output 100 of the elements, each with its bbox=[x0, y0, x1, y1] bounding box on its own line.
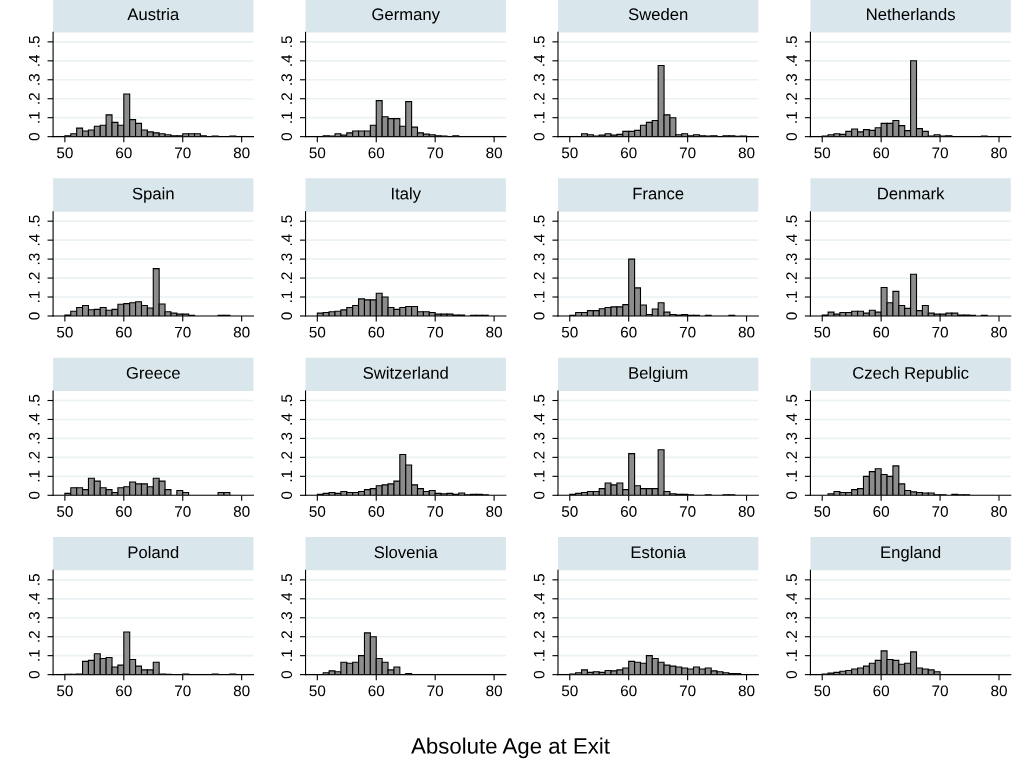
x-tick-label: 50 bbox=[56, 685, 73, 697]
y-tick-label: .4 bbox=[786, 54, 797, 66]
y-tick-label: .2 bbox=[533, 272, 545, 284]
chart-title: Belgium bbox=[629, 366, 688, 383]
y-tick-label: .4 bbox=[786, 413, 797, 425]
y-tick-label: .4 bbox=[281, 413, 292, 425]
x-tick-label: 80 bbox=[233, 326, 250, 338]
x-tick-label: 60 bbox=[620, 506, 637, 517]
y-tick-label: .3 bbox=[533, 432, 545, 444]
x-tick-label: 60 bbox=[873, 326, 890, 338]
text: Absolute Age at Exit bbox=[411, 737, 610, 759]
y-tick-label: .1 bbox=[28, 291, 40, 302]
x-tick-label: 70 bbox=[932, 506, 948, 517]
y-tick-label: .3 bbox=[533, 74, 545, 85]
y-tick-label: .5 bbox=[786, 36, 797, 47]
x-tick-label: 50 bbox=[561, 147, 578, 159]
x-tick-label: 60 bbox=[620, 326, 637, 338]
x-tick-label: 50 bbox=[309, 147, 326, 159]
x-tick-label: 60 bbox=[368, 147, 385, 159]
x-tick-label: 60 bbox=[116, 147, 132, 159]
y-tick-label: .5 bbox=[533, 574, 545, 585]
y-tick-label: .1 bbox=[786, 650, 797, 661]
y-tick-label: .3 bbox=[28, 612, 40, 623]
y-tick-label: 0 bbox=[28, 491, 40, 499]
y-tick-label: .2 bbox=[786, 93, 797, 104]
y-tick-label: 0 bbox=[28, 670, 40, 679]
y-tick-label: .3 bbox=[281, 74, 293, 85]
x-tick-label: 70 bbox=[175, 326, 191, 338]
y-tick-label: .2 bbox=[28, 93, 40, 104]
y-tick-label: .3 bbox=[28, 74, 40, 85]
y-tick-label: 0 bbox=[281, 670, 293, 679]
chart-title: France bbox=[633, 187, 684, 200]
y-tick-label: 0 bbox=[28, 132, 40, 141]
x-tick-label: 50 bbox=[561, 685, 578, 697]
chart-title: Netherlands bbox=[867, 7, 955, 21]
chart-title: England bbox=[881, 545, 941, 562]
y-tick-label: .4 bbox=[28, 234, 40, 246]
y-tick-label: .5 bbox=[786, 215, 797, 227]
x-tick-label: 60 bbox=[873, 147, 890, 159]
y-tick-label: .1 bbox=[281, 291, 292, 302]
x-tick-label: 60 bbox=[116, 326, 132, 338]
x-tick-label: 60 bbox=[368, 326, 385, 338]
y-tick-label: .4 bbox=[28, 413, 40, 425]
y-tick-label: .1 bbox=[786, 291, 797, 302]
x-tick-label: 70 bbox=[932, 685, 948, 697]
x-tick-label: 70 bbox=[175, 147, 191, 159]
chart-title: Greece bbox=[126, 367, 180, 379]
x-tick-label: 80 bbox=[486, 147, 503, 159]
y-tick-label: .2 bbox=[533, 631, 545, 642]
y-tick-label: .3 bbox=[786, 74, 797, 85]
x-tick-label: 70 bbox=[175, 506, 191, 517]
x-tick-label: 80 bbox=[486, 326, 503, 338]
y-tick-label: 0 bbox=[786, 132, 797, 141]
y-tick-label: .2 bbox=[786, 631, 797, 642]
x-tick-label: 50 bbox=[56, 506, 73, 517]
chart-title: Sweden bbox=[628, 7, 688, 21]
y-tick-label: .2 bbox=[281, 451, 292, 463]
y-tick-label: .4 bbox=[533, 592, 545, 604]
x-tick-label: 60 bbox=[873, 685, 890, 697]
y-tick-label: .5 bbox=[533, 36, 545, 47]
y-tick-label: .2 bbox=[281, 93, 292, 104]
x-tick-label: 80 bbox=[738, 326, 755, 338]
x-tick-label: 60 bbox=[368, 506, 385, 517]
x-tick-label: 50 bbox=[561, 506, 578, 517]
y-tick-label: .4 bbox=[533, 234, 545, 246]
y-tick-label: .3 bbox=[786, 253, 797, 265]
x-tick-label: 60 bbox=[620, 147, 637, 159]
y-tick-label: .1 bbox=[281, 112, 292, 123]
x-tick-label: 80 bbox=[486, 685, 503, 697]
chart-title: Denmark bbox=[878, 187, 945, 200]
y-tick-label: .3 bbox=[281, 432, 293, 444]
x-tick-label: 80 bbox=[991, 326, 1007, 338]
y-tick-label: .5 bbox=[28, 394, 40, 406]
x-tick-label: 70 bbox=[427, 685, 444, 697]
x-tick-label: 70 bbox=[679, 685, 696, 697]
y-tick-label: .5 bbox=[786, 394, 797, 406]
y-tick-label: .3 bbox=[533, 253, 545, 265]
y-tick-label: .5 bbox=[281, 574, 293, 585]
x-tick-label: 50 bbox=[309, 506, 326, 517]
x-tick-label: 50 bbox=[561, 326, 578, 338]
y-tick-label: .3 bbox=[533, 612, 545, 623]
y-tick-label: .3 bbox=[28, 253, 40, 265]
x-tick-label: 80 bbox=[233, 506, 250, 517]
y-tick-label: .1 bbox=[28, 650, 40, 661]
x-tick-label: 50 bbox=[56, 326, 73, 338]
y-tick-label: .1 bbox=[28, 470, 40, 482]
y-tick-label: 0 bbox=[533, 670, 545, 679]
x-tick-label: 50 bbox=[309, 685, 326, 697]
y-tick-label: .1 bbox=[281, 650, 292, 661]
chart-title: Switzerland bbox=[363, 366, 448, 379]
y-tick-label: .4 bbox=[28, 54, 40, 66]
y-tick-label: .2 bbox=[28, 272, 40, 284]
y-tick-label: 0 bbox=[281, 491, 293, 499]
y-tick-label: .5 bbox=[281, 36, 293, 47]
y-tick-label: .1 bbox=[533, 470, 545, 482]
x-tick-label: 70 bbox=[932, 326, 948, 338]
y-tick-label: .1 bbox=[786, 112, 797, 123]
y-tick-label: .4 bbox=[281, 592, 292, 604]
y-tick-label: .1 bbox=[786, 470, 797, 482]
x-tick-label: 50 bbox=[814, 685, 831, 697]
